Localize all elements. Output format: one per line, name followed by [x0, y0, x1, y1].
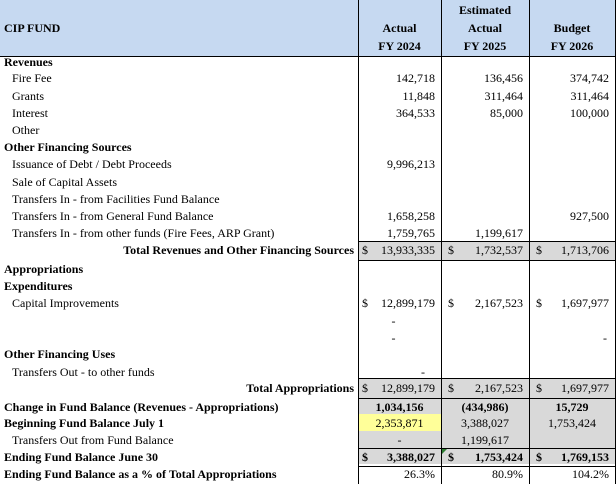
cell-fire-fee-fy26: 374,742: [570, 71, 609, 85]
row-label-transfers-out-fund-balance: Transfers Out from Fund Balance: [12, 433, 174, 447]
cell-total-revenues-fy25: 1,732,537: [475, 243, 523, 257]
cell-grants-fy26: 311,464: [570, 89, 609, 103]
header-estimated-fy2025: Estimated Actual FY 2025: [441, 1, 529, 55]
cell-capital-improvements-fy24: 12,899,179: [381, 296, 435, 310]
currency-symbol: $: [448, 296, 454, 310]
cell-transfers-out-fb-fy24: -: [397, 433, 402, 447]
row-label-beginning-fund-balance: Beginning Fund Balance July 1: [4, 416, 165, 430]
row-label-change-in-fund-balance: Change in Fund Balance (Revenues - Appro…: [4, 400, 279, 414]
cell-dash: -: [391, 314, 396, 328]
header-line: Actual: [468, 21, 502, 35]
row-label-interest: Interest: [12, 106, 48, 120]
cell-ending-percent-fy26: 104.2%: [572, 467, 609, 481]
cell-total-revenues-fy26: 1,713,706: [561, 243, 609, 257]
currency-symbol: $: [536, 243, 542, 257]
cell-transfers-other-fy25: 1,199,617: [475, 226, 523, 240]
cell-total-revenues-fy24: 13,933,335: [381, 243, 435, 257]
cell-beginning-fy26: 1,753,424: [548, 416, 596, 430]
cell-total-appropriations-fy24: 12,899,179: [381, 381, 435, 395]
header-actual-fy2024: Actual FY 2024: [358, 19, 441, 55]
cell-beginning-fy24: 2,353,871: [375, 416, 424, 430]
currency-symbol: $: [362, 296, 368, 310]
cell-dash: -: [391, 331, 396, 345]
cell-beginning-fy25: 3,388,027: [461, 416, 509, 430]
cell-transfers-out-fb-fy25: 1,199,617: [461, 433, 509, 447]
cell-grants-fy24: 11,848: [402, 89, 435, 103]
currency-symbol: $: [362, 381, 368, 395]
section-expenditures: Expenditures: [4, 279, 73, 293]
row-label-ending-percent: Ending Fund Balance as a % of Total Appr…: [4, 467, 277, 481]
row-label-ending-fund-balance: Ending Fund Balance June 30: [4, 450, 159, 464]
cell-ending-percent-fy24: 26.3%: [404, 467, 435, 481]
cell-grants-fy25: 311,464: [484, 89, 523, 103]
row-label-transfers-facilities: Transfers In - from Facilities Fund Bala…: [12, 192, 220, 206]
cell-total-appropriations-fy25: 2,167,523: [475, 381, 523, 395]
currency-symbol: $: [362, 450, 368, 464]
total-revenues-shade: [358, 241, 616, 260]
cell-transfers-out-fy24: -: [421, 365, 425, 379]
row-label-fire-fee: Fire Fee: [12, 71, 52, 85]
currency-symbol: $: [536, 450, 542, 464]
cell-debt-fy24: 9,996,213: [387, 157, 435, 171]
row-label-transfers-general: Transfers In - from General Fund Balance: [12, 209, 214, 223]
currency-symbol: $: [448, 243, 454, 257]
cell-interest-fy26: 100,000: [570, 106, 609, 120]
header-line: Actual: [382, 21, 417, 35]
currency-symbol: $: [448, 450, 454, 464]
cell-transfers-general-fy24: 1,658,258: [387, 209, 435, 223]
cell-interest-fy24: 364,533: [396, 106, 435, 120]
row-label-total-revenues: Total Revenues and Other Financing Sourc…: [123, 243, 354, 257]
cell-change-fy26: 15,729: [555, 400, 589, 414]
row-label-total-appropriations: Total Appropriations: [246, 381, 354, 395]
header-line: Estimated: [459, 3, 511, 17]
cell-change-fy25: (434,986): [461, 400, 509, 414]
section-other-financing-sources: Other Financing Sources: [4, 140, 132, 154]
currency-symbol: $: [448, 381, 454, 395]
row-label-capital-improvements: Capital Improvements: [12, 296, 119, 310]
section-appropriations: Appropriations: [4, 262, 84, 276]
row-label-other: Other: [12, 123, 40, 137]
header-budget-fy2026: Budget FY 2026: [529, 19, 615, 55]
beginning-balance-highlight: [358, 414, 441, 431]
cell-transfers-other-fy24: 1,759,765: [387, 226, 435, 240]
cell-fire-fee-fy24: 142,718: [396, 71, 435, 85]
section-other-financing-uses: Other Financing Uses: [4, 347, 116, 361]
cell-capital-improvements-fy26: 1,697,977: [561, 296, 609, 310]
section-revenues: Revenues: [4, 55, 53, 69]
cell-ending-fy26: 1,769,153: [561, 450, 609, 464]
cell-ending-fy24: 3,388,027: [387, 450, 435, 464]
header-line: FY 2025: [463, 39, 507, 53]
row-label-debt: Issuance of Debt / Debt Proceeds: [12, 157, 172, 171]
row-label-transfers-out: Transfers Out - to other funds: [12, 365, 155, 379]
header-line: FY 2026: [550, 39, 594, 53]
currency-symbol: $: [536, 381, 542, 395]
cell-capital-improvements-fy25: 2,167,523: [475, 296, 523, 310]
cell-ending-fy25: 1,753,424: [475, 450, 523, 464]
cell-dash: -: [603, 331, 607, 345]
currency-symbol: $: [536, 296, 542, 310]
cell-interest-fy25: 85,000: [490, 106, 523, 120]
cell-total-appropriations-fy26: 1,697,977: [561, 381, 609, 395]
table-header-background: [0, 0, 616, 56]
header-line: FY 2024: [378, 39, 421, 53]
row-label-grants: Grants: [12, 89, 44, 103]
cell-comment-marker: [442, 449, 447, 454]
currency-symbol: $: [362, 243, 368, 257]
row-label-sale: Sale of Capital Assets: [12, 175, 117, 189]
cell-change-fy24: 1,034,156: [375, 400, 424, 414]
table-title: CIP FUND: [4, 21, 61, 35]
cell-ending-percent-fy25: 80.9%: [492, 467, 523, 481]
cell-fire-fee-fy25: 136,456: [484, 71, 523, 85]
header-line: Budget: [553, 21, 591, 35]
row-label-transfers-other: Transfers In - from other funds (Fire Fe…: [12, 226, 275, 240]
cell-transfers-general-fy26: 927,500: [570, 209, 609, 223]
